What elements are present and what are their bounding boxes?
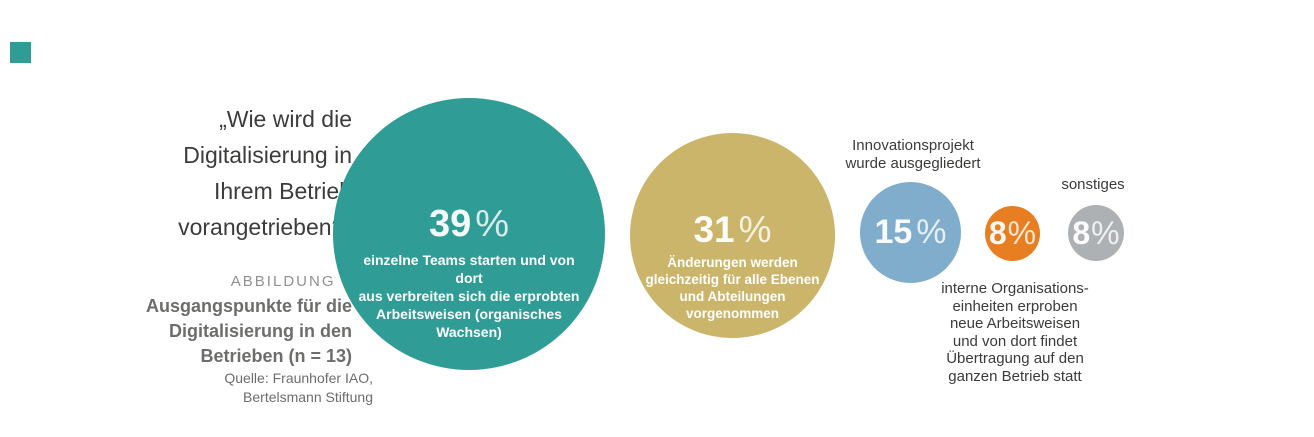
bubble-organic-growth-description: einzelne Teams starten und von dort aus … — [358, 252, 580, 340]
bubble-internal-units-value: 8% — [988, 215, 1037, 251]
bubble-internal-units: 8% — [985, 206, 1040, 261]
bubble-all-levels-description: Änderungen werden gleichzeitig für alle … — [645, 255, 820, 321]
figure-source: Quelle: Fraunhofer IAO, Bertelsmann Stif… — [224, 370, 373, 405]
bubble-innovation-project: 15% — [860, 182, 961, 283]
bubble-all-levels: 31% Änderungen werden gleichzeitig für a… — [630, 133, 835, 338]
bubble-innovation-project-value: 15% — [874, 213, 947, 251]
figure-caption: Ausgangspunkte für die Digitalisierung i… — [145, 296, 352, 366]
bubble-all-levels-value: 31% — [693, 209, 772, 250]
page-corner-marker — [10, 42, 31, 63]
bubble-other-value: 8% — [1072, 214, 1120, 251]
bubble-other-label: sonstiges — [1061, 176, 1125, 193]
figure-number-label: ABBILDUNG 7 — [230, 273, 352, 290]
bubble-organic-growth-value: 39% — [428, 203, 510, 245]
bubble-innovation-project-label: Innovationsprojekt wurde ausgegliedert — [845, 137, 981, 172]
bubble-internal-units-description: interne Organisations- einheiten erprobe… — [941, 280, 1089, 385]
chart-question-title: „Wie wird die Digitalisierung in Ihrem B… — [178, 106, 352, 240]
bubble-other: 8% — [1068, 205, 1124, 261]
bubble-organic-growth: 39% einzelne Teams starten und von dort … — [333, 98, 605, 370]
